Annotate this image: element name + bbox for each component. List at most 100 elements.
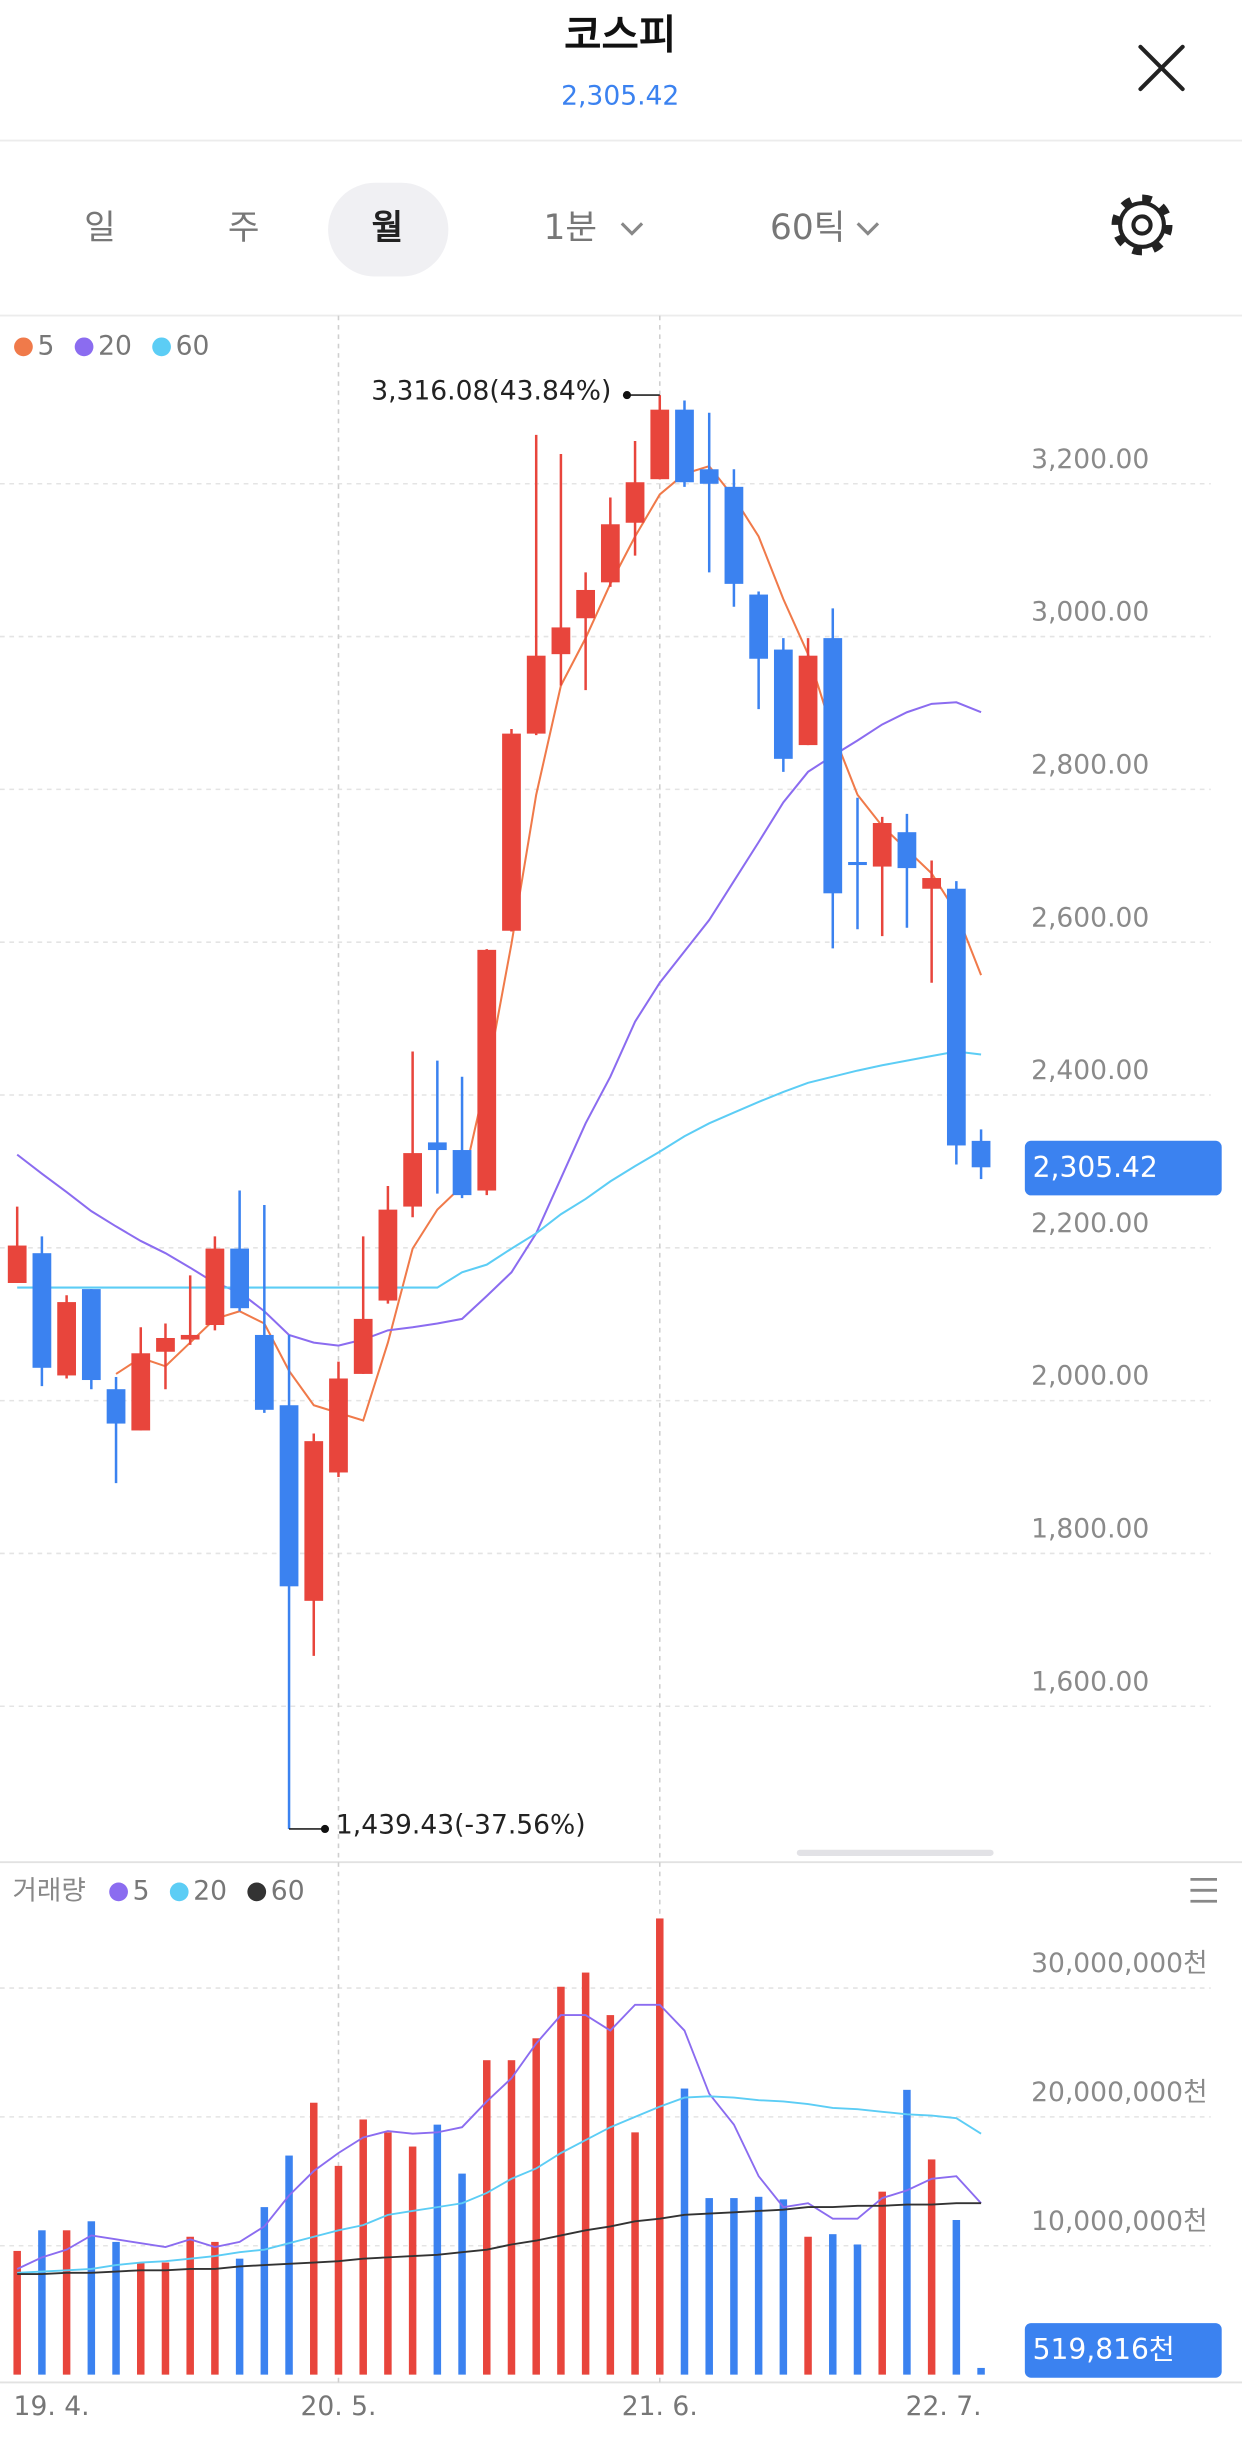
volume-bar <box>804 2236 812 2375</box>
price-tag <box>1024 1140 1222 1196</box>
y-tick-label: 3,200.00 <box>1031 444 1149 475</box>
tab[interactable]: 주 <box>228 208 260 248</box>
y-tick-label: 1,800.00 <box>1031 1514 1149 1545</box>
volume-bar <box>606 2015 615 2375</box>
candle-body <box>675 409 694 483</box>
candle-body <box>230 1248 249 1309</box>
legend-marker <box>247 1882 267 1902</box>
chevron-icon <box>856 222 880 236</box>
volume-bar <box>260 2207 269 2375</box>
candle-body <box>304 1441 324 1601</box>
menu-button[interactable] <box>1190 1877 1218 1903</box>
candle-body <box>353 1318 373 1374</box>
candle-body <box>205 1248 225 1326</box>
volume-bar <box>903 2089 911 2375</box>
candle-body <box>403 1153 422 1207</box>
volume-bar <box>161 2262 170 2375</box>
y-tick-label: 2,200.00 <box>1031 1208 1149 1239</box>
legend-label: 5 <box>133 1875 150 1906</box>
y-tick-label: 2,800.00 <box>1031 749 1149 780</box>
annotation-dot <box>622 391 632 400</box>
volume-bar <box>952 2219 961 2375</box>
volume-bar <box>334 2165 343 2375</box>
page-title: 코스피 <box>564 10 676 58</box>
candle-body <box>81 1289 101 1381</box>
gear-teeth <box>1111 194 1173 256</box>
volume-bar <box>730 2198 738 2375</box>
min-annotation: 1,439.43(-37.56%) <box>336 1809 586 1840</box>
panel-title: 거래량 <box>12 1875 85 1906</box>
tab[interactable]: 1분 <box>543 208 596 248</box>
tab[interactable]: 60틱 <box>770 208 845 248</box>
volume-bar <box>408 2146 417 2375</box>
candle-body <box>922 878 942 889</box>
candle-body <box>477 949 497 1191</box>
candle-body <box>872 823 892 867</box>
y-tick-label: 10,000,000천 <box>1031 2206 1207 2237</box>
legend-marker <box>109 1882 128 1902</box>
tab[interactable]: 일 <box>84 208 116 248</box>
legend-label: 20 <box>98 330 132 361</box>
candle-body <box>279 1405 299 1587</box>
candle-body <box>773 649 793 759</box>
volume-bar <box>433 2124 442 2375</box>
candle-body <box>452 1150 472 1196</box>
volume-bar <box>754 2196 763 2375</box>
gear-center <box>1131 214 1153 236</box>
candle-body <box>329 1378 348 1473</box>
candle-body <box>131 1353 151 1431</box>
legend-marker <box>74 337 94 357</box>
volume-bar <box>235 2258 244 2375</box>
candle-body <box>156 1337 175 1352</box>
y-tick-label: 20,000,000천 <box>1031 2077 1207 2108</box>
x-tick-label: 21. 6. <box>622 2391 698 2422</box>
moving-average-line <box>16 701 982 1347</box>
candle-body <box>576 589 596 619</box>
legend-label: 5 <box>37 330 54 361</box>
settings-button[interactable] <box>1111 194 1173 256</box>
x-tick-label: 22. 7. <box>906 2391 982 2422</box>
volume-bar <box>359 2119 367 2375</box>
legend-label: 60 <box>271 1875 305 1906</box>
y-tick-label: 2,600.00 <box>1031 902 1149 933</box>
volume-bar <box>458 2173 466 2375</box>
volume-bar <box>285 2155 293 2375</box>
volume-bar <box>581 1972 590 2375</box>
candle-body <box>32 1253 52 1368</box>
candle-body <box>502 733 521 931</box>
volume-bar <box>557 1986 565 2375</box>
legend-marker <box>14 337 33 357</box>
volume-bar <box>384 2132 392 2375</box>
candle-body <box>971 1140 991 1168</box>
volume-bar <box>38 2230 46 2375</box>
gear-icon <box>1118 201 1166 249</box>
close-button[interactable] <box>1138 44 1185 92</box>
candle-body <box>7 1245 27 1283</box>
current-price: 2,305.42 <box>561 80 679 111</box>
candle-body <box>106 1389 126 1424</box>
candle-body <box>254 1334 274 1410</box>
max-annotation: 3,316.08(43.84%) <box>371 375 611 406</box>
volume-bar <box>137 2262 145 2375</box>
candle-body <box>180 1334 200 1340</box>
candle-body <box>600 524 620 583</box>
volume-tag <box>1024 2323 1222 2378</box>
volume-tag-label: 519,816천 <box>1033 2333 1175 2366</box>
volume-average-line <box>17 2095 982 2274</box>
volume-average-line <box>16 2003 982 2270</box>
candle-body <box>946 888 966 1146</box>
volume-bar <box>13 2250 21 2375</box>
volume-bar <box>779 2199 788 2375</box>
legend-label: 20 <box>193 1875 227 1906</box>
volume-bar <box>656 1918 664 2375</box>
tab[interactable]: 월 <box>372 208 404 248</box>
candle-body <box>427 1142 447 1151</box>
volume-bar <box>878 2191 886 2375</box>
candle-body <box>650 409 670 480</box>
volume-bar <box>87 2221 96 2375</box>
legend-marker <box>152 337 171 357</box>
candle-body <box>724 486 744 584</box>
scroll-indicator <box>796 1849 994 1856</box>
